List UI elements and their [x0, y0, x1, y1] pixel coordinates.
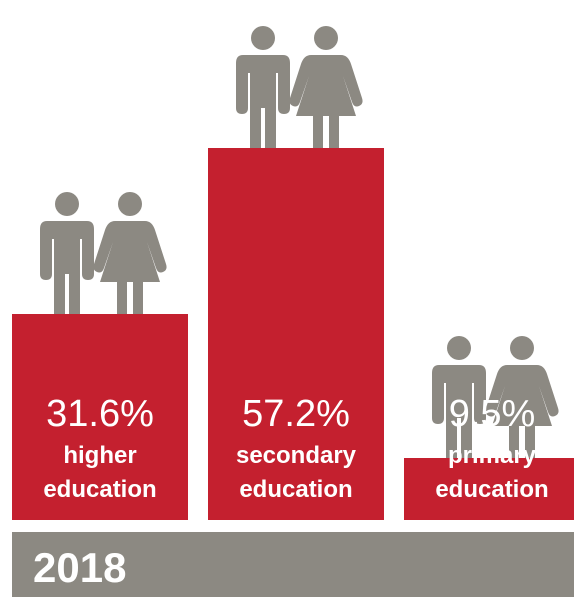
bar-category-label: primary	[448, 442, 537, 469]
bar-category-label: education	[435, 476, 548, 503]
bar-value-label: 9.5%	[449, 393, 536, 435]
woman-icon	[289, 26, 363, 148]
bar	[12, 314, 188, 520]
bar-category-label: education	[239, 476, 352, 503]
man-icon	[40, 192, 94, 314]
bar-group: 31.6% higher education	[12, 192, 188, 520]
year-band	[12, 532, 574, 597]
man-icon	[236, 26, 290, 148]
bar-value-label: 31.6%	[46, 393, 154, 435]
bar	[404, 458, 574, 520]
year-label: 2018	[33, 544, 126, 591]
bar-category-label: education	[43, 476, 156, 503]
bar-group: 9.5% primary education	[404, 336, 574, 520]
bars: 31.6% higher education 57.2% secondary educat…	[12, 26, 574, 520]
bar	[208, 148, 384, 520]
bar-category-label: higher	[63, 442, 136, 469]
bar-group: 57.2% secondary education	[208, 26, 384, 520]
bar-category-label: secondary	[236, 442, 357, 469]
woman-icon	[93, 192, 167, 314]
bar-value-label: 57.2%	[242, 393, 350, 435]
